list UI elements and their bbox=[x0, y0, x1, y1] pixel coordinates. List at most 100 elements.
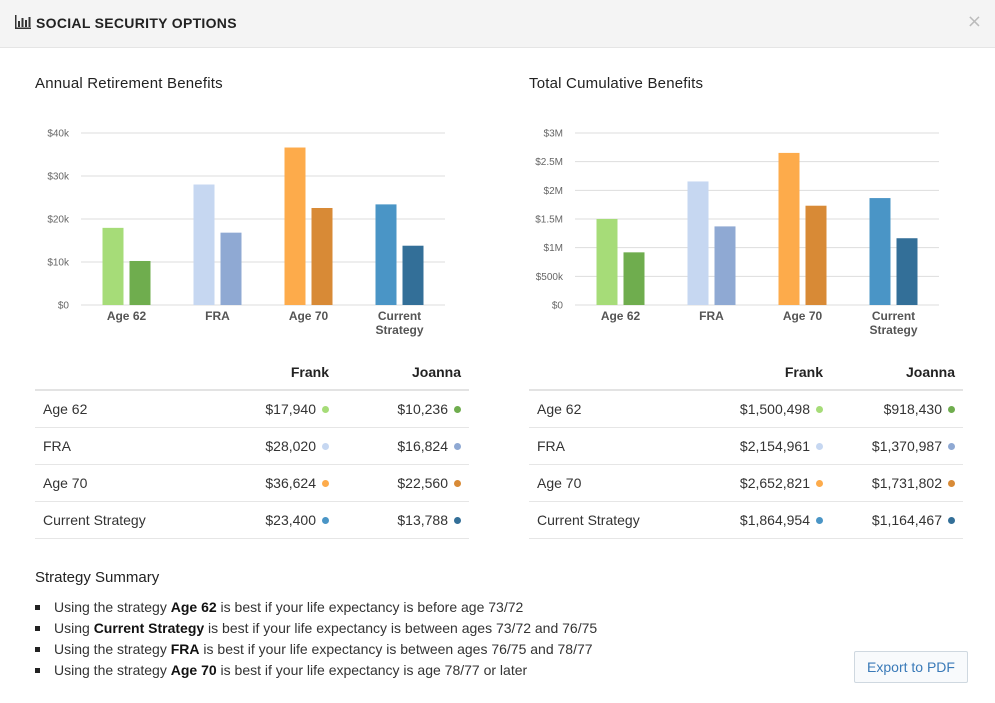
joanna-value: $918,430 bbox=[831, 390, 963, 428]
x-category-label: Current bbox=[378, 309, 421, 323]
x-category-label: Age 62 bbox=[107, 309, 147, 323]
bar-joanna bbox=[129, 260, 151, 305]
strategy-name: Age 70 bbox=[170, 662, 217, 678]
y-tick-label: $1M bbox=[544, 243, 563, 254]
frank-value: $1,500,498 bbox=[695, 390, 831, 428]
bar-frank bbox=[102, 227, 124, 305]
x-category-label: Strategy bbox=[869, 323, 917, 337]
y-tick-label: $20k bbox=[47, 215, 70, 226]
list-item: Using the strategy Age 62 is best if you… bbox=[35, 597, 597, 618]
value-text: $1,370,987 bbox=[871, 438, 942, 454]
bar-joanna bbox=[805, 205, 827, 305]
y-tick-label: $10k bbox=[47, 258, 70, 269]
cumulative-benefits-chart: $0 $500k $1M $1.5M $2M $2.5M $3M Age 62 FRA Age 7… bbox=[529, 118, 969, 348]
joanna-value: $22,560 bbox=[337, 464, 469, 502]
value-text: $17,940 bbox=[265, 401, 316, 417]
frank-value: $2,154,961 bbox=[695, 427, 831, 465]
strategy-summary-list: Using the strategy Age 62 is best if you… bbox=[35, 597, 597, 681]
table-row: Age 70 $36,624 $22,560 bbox=[35, 464, 469, 502]
table-row: Current Strategy $1,864,954 $1,164,467 bbox=[529, 501, 963, 539]
frank-value: $36,624 bbox=[201, 464, 337, 502]
annual-benefits-table: Frank Joanna Age 62 $17,940 $10,236 FRA … bbox=[35, 355, 469, 539]
x-category-label: Age 70 bbox=[289, 309, 329, 323]
joanna-value: $1,731,802 bbox=[831, 464, 963, 502]
bar-joanna bbox=[623, 252, 645, 305]
bar-chart-icon bbox=[15, 15, 31, 29]
y-tick-label: $40k bbox=[47, 129, 70, 140]
bar-joanna bbox=[896, 238, 918, 305]
close-button[interactable]: × bbox=[966, 11, 982, 32]
table-header-frank: Frank bbox=[695, 355, 831, 391]
bullet-icon bbox=[35, 647, 40, 652]
export-pdf-button[interactable]: Export to PDF bbox=[854, 651, 968, 683]
summary-text: Using bbox=[54, 620, 94, 636]
bar-frank bbox=[687, 181, 709, 305]
legend-dot-icon bbox=[454, 442, 461, 450]
summary-text: is best if your life expectancy is age 7… bbox=[216, 662, 528, 678]
value-text: $1,731,802 bbox=[871, 475, 942, 491]
annual-benefits-title: Annual Retirement Benefits bbox=[35, 75, 223, 92]
bar-frank bbox=[596, 218, 618, 305]
value-text: $36,624 bbox=[265, 475, 316, 491]
joanna-value: $13,788 bbox=[337, 501, 469, 539]
y-tick-label: $1.5M bbox=[535, 215, 563, 226]
bar-joanna bbox=[311, 207, 333, 305]
table-header-joanna: Joanna bbox=[337, 355, 469, 391]
table-row: FRA $28,020 $16,824 bbox=[35, 427, 469, 465]
legend-dot-icon bbox=[322, 442, 329, 450]
modal-title: SOCIAL SECURITY OPTIONS bbox=[36, 15, 237, 31]
legend-dot-icon bbox=[816, 516, 823, 524]
row-label: FRA bbox=[35, 427, 201, 465]
value-text: $2,652,821 bbox=[739, 475, 810, 491]
legend-dot-icon bbox=[948, 442, 955, 450]
bar-joanna bbox=[714, 226, 736, 305]
strategy-summary-title: Strategy Summary bbox=[35, 569, 160, 586]
table-row: Age 70 $2,652,821 $1,731,802 bbox=[529, 464, 963, 502]
legend-dot-icon bbox=[948, 405, 955, 413]
joanna-value: $1,164,467 bbox=[831, 501, 963, 539]
bullet-icon bbox=[35, 626, 40, 631]
bar-joanna bbox=[402, 245, 424, 305]
joanna-value: $16,824 bbox=[337, 427, 469, 465]
table-header-row: Frank Joanna bbox=[35, 355, 469, 391]
row-label: Age 70 bbox=[35, 464, 201, 502]
bar-frank bbox=[869, 198, 891, 305]
row-label: Age 62 bbox=[529, 390, 695, 428]
table-header-joanna: Joanna bbox=[831, 355, 963, 391]
y-tick-label: $2M bbox=[544, 186, 563, 197]
strategy-name: Age 62 bbox=[170, 599, 217, 615]
bar-frank bbox=[375, 204, 397, 305]
legend-dot-icon bbox=[322, 516, 329, 524]
bar-frank bbox=[193, 184, 215, 305]
list-item: Using Current Strategy is best if your l… bbox=[35, 618, 597, 639]
list-item: Using the strategy Age 70 is best if you… bbox=[35, 660, 597, 681]
legend-dot-icon bbox=[948, 479, 955, 487]
value-text: $16,824 bbox=[397, 438, 448, 454]
legend-dot-icon bbox=[816, 442, 823, 450]
x-category-label: Current bbox=[872, 309, 915, 323]
cumulative-benefits-table: Frank Joanna Age 62 $1,500,498 $918,430 … bbox=[529, 355, 963, 539]
table-header-row: Frank Joanna bbox=[529, 355, 963, 391]
legend-dot-icon bbox=[322, 479, 329, 487]
cumulative-chart-svg: $0 $500k $1M $1.5M $2M $2.5M $3M Age 62 FRA Age 7… bbox=[535, 129, 939, 337]
bar-frank bbox=[778, 152, 800, 305]
bullet-icon bbox=[35, 605, 40, 610]
value-text: $28,020 bbox=[265, 438, 316, 454]
legend-dot-icon bbox=[816, 479, 823, 487]
summary-text: is best if your life expectancy is betwe… bbox=[204, 620, 598, 636]
summary-text: Using the strategy bbox=[54, 662, 171, 678]
table-row: Age 62 $1,500,498 $918,430 bbox=[529, 390, 963, 428]
frank-value: $1,864,954 bbox=[695, 501, 831, 539]
x-category-label: FRA bbox=[205, 309, 230, 323]
y-tick-label: $3M bbox=[544, 129, 563, 140]
y-tick-label: $0 bbox=[552, 301, 564, 312]
joanna-value: $1,370,987 bbox=[831, 427, 963, 465]
x-category-label: FRA bbox=[699, 309, 724, 323]
summary-text: Using the strategy bbox=[54, 599, 171, 615]
value-text: $918,430 bbox=[883, 401, 942, 417]
value-text: $2,154,961 bbox=[739, 438, 810, 454]
y-tick-label: $0 bbox=[58, 301, 70, 312]
bar-frank bbox=[284, 147, 306, 305]
modal-header: SOCIAL SECURITY OPTIONS × bbox=[0, 0, 995, 48]
strategy-name: FRA bbox=[170, 641, 200, 657]
